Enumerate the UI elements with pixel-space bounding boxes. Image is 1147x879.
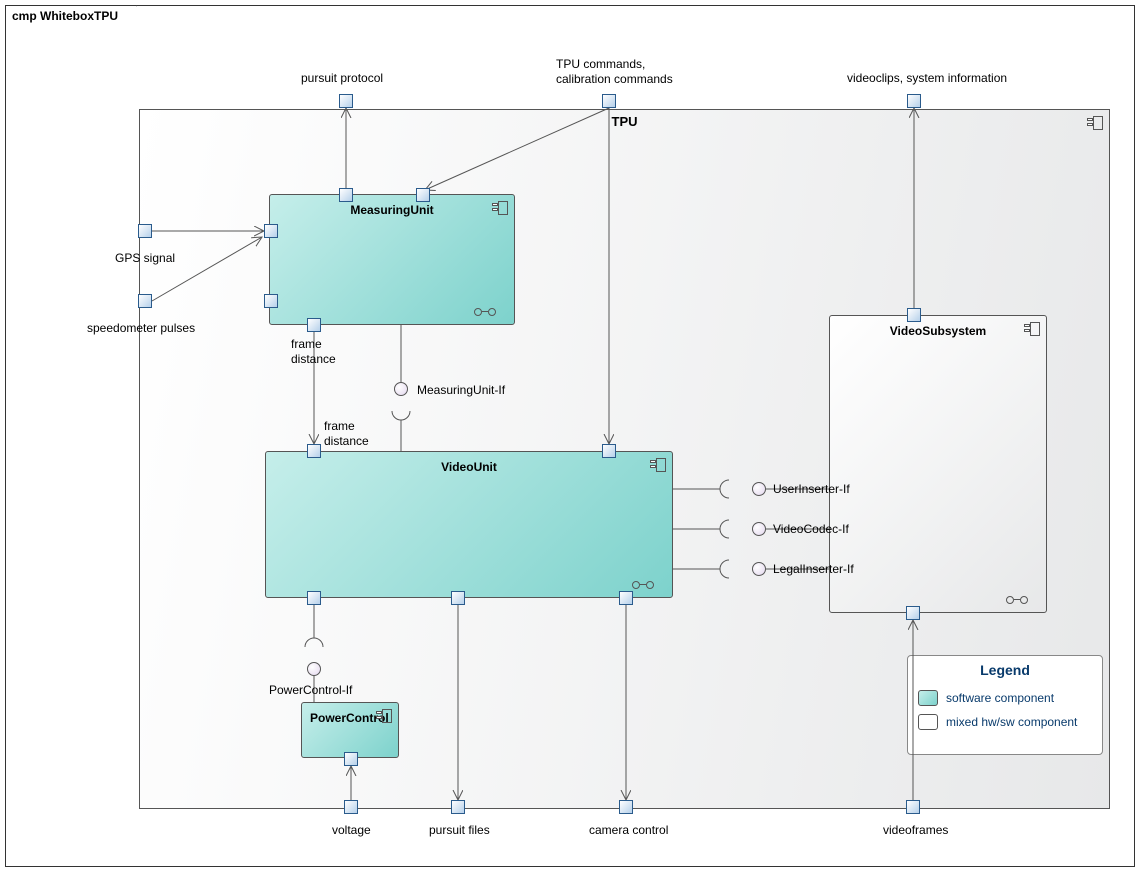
legend: Legend software component mixed hw/sw co… [907, 655, 1103, 755]
interface-label: PowerControl-If [269, 683, 352, 698]
power-control-component: PowerControl [301, 702, 399, 758]
legend-text: software component [946, 691, 1054, 705]
port-label: pursuit files [429, 823, 490, 838]
video-subsystem-label: VideoSubsystem [830, 324, 1046, 338]
frame-title: cmp WhiteboxTPU [5, 5, 137, 26]
port-ext_pursuit_files [451, 800, 465, 814]
port-vs_top [907, 308, 921, 322]
port-label: speedometer pulses [87, 321, 195, 336]
port-vu_top2 [602, 444, 616, 458]
component-icon [1087, 116, 1103, 130]
port-label: camera control [589, 823, 668, 838]
provided-interface-codec [752, 522, 766, 536]
port-ext_tpu_cmds [602, 94, 616, 108]
legend-text: mixed hw/sw component [946, 715, 1077, 729]
port-mu_left_bot [264, 294, 278, 308]
port-label: frame distance [291, 337, 336, 367]
port-ext_gps [138, 224, 152, 238]
port-mu_bot_frame [307, 318, 321, 332]
provided-interface-legal_ins [752, 562, 766, 576]
legend-swatch [918, 690, 938, 706]
tpu-label: TPU [140, 114, 1109, 129]
port-pc_bot [344, 752, 358, 766]
video-subsystem-component: VideoSubsystem [829, 315, 1047, 613]
port-vu_bot2 [451, 591, 465, 605]
interface-label: MeasuringUnit-If [417, 383, 505, 398]
interface-label: VideoCodec-If [773, 522, 849, 537]
provided-interface-pc_if [307, 662, 321, 676]
component-icon [1024, 322, 1040, 336]
port-mu_top1 [339, 188, 353, 202]
port-label: videoframes [883, 823, 948, 838]
port-vu_bot1 [307, 591, 321, 605]
measuring-unit-component: MeasuringUnit [269, 194, 515, 325]
interface-label: UserInserter-If [773, 482, 850, 497]
interface-label: LegalInserter-If [773, 562, 854, 577]
glasses-icon [1006, 596, 1028, 604]
provided-interface-mu_if [394, 382, 408, 396]
component-icon [650, 458, 666, 472]
diagram-frame: cmp WhiteboxTPU TPU MeasuringUnit VideoU… [5, 5, 1135, 867]
port-vu_top1 [307, 444, 321, 458]
port-ext_voltage [344, 800, 358, 814]
component-icon [376, 709, 392, 723]
port-mu_left_top [264, 224, 278, 238]
measuring-unit-label: MeasuringUnit [270, 203, 514, 217]
provided-interface-user_ins [752, 482, 766, 496]
legend-title: Legend [908, 656, 1102, 678]
legend-swatch [918, 714, 938, 730]
port-ext_camera [619, 800, 633, 814]
port-label: voltage [332, 823, 371, 838]
port-ext_videoframes [906, 800, 920, 814]
legend-row-software: software component [918, 690, 1054, 706]
port-ext_pursuit_protocol [339, 94, 353, 108]
component-icon [492, 201, 508, 215]
video-unit-label: VideoUnit [266, 460, 672, 474]
port-vu_bot3 [619, 591, 633, 605]
video-unit-component: VideoUnit [265, 451, 673, 598]
port-vs_bot [906, 606, 920, 620]
port-ext_videoclips [907, 94, 921, 108]
port-label: TPU commands, calibration commands [556, 57, 673, 87]
port-label: frame distance [324, 419, 369, 449]
port-label: videoclips, system information [847, 71, 1007, 86]
port-ext_speedo [138, 294, 152, 308]
port-mu_top2 [416, 188, 430, 202]
glasses-icon [474, 308, 496, 316]
glasses-icon [632, 581, 654, 589]
legend-row-mixed: mixed hw/sw component [918, 714, 1077, 730]
port-label: pursuit protocol [301, 71, 383, 86]
port-label: GPS signal [115, 251, 175, 266]
